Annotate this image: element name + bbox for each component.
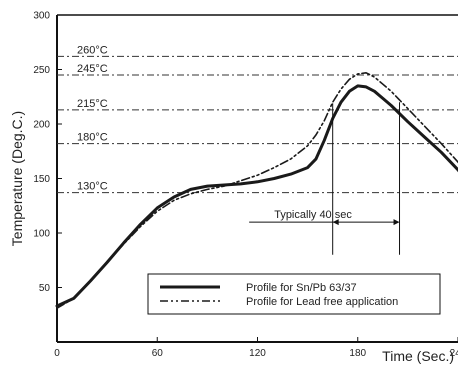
y-tick-label: 250 xyxy=(33,65,50,76)
x-tick-label: 120 xyxy=(249,348,266,359)
annotation-arrow-left xyxy=(332,219,339,226)
series-line-2 xyxy=(56,72,458,309)
reference-line-label: 245°C xyxy=(77,63,108,75)
x-tick-label: 0 xyxy=(54,348,60,359)
reference-line-label: 215°C xyxy=(77,98,108,110)
legend: Profile for Sn/Pb 63/37 Profile for Lead … xyxy=(147,273,441,315)
y-tick-label: 100 xyxy=(33,229,50,240)
reference-lines: 260°C 245°C 215°C 180°C 130°C xyxy=(57,44,458,194)
y-tick-label: 200 xyxy=(33,120,50,131)
series-lines xyxy=(55,72,458,309)
x-tick-label: 240 xyxy=(450,348,458,359)
y-axis-title: Temperature (Deg.C.) xyxy=(9,111,25,246)
legend-label-2: Profile for Lead free application xyxy=(246,296,398,308)
y-tick-label: 150 xyxy=(33,174,50,185)
series-line-1 xyxy=(55,84,458,308)
y-tick-label: 50 xyxy=(39,283,51,294)
reference-line-label: 130°C xyxy=(77,181,108,193)
reference-line-label: 180°C xyxy=(77,132,108,144)
legend-box xyxy=(147,273,441,315)
annotation: Typically 40 sec xyxy=(249,102,401,255)
y-tick-label: 300 xyxy=(33,11,50,22)
legend-label-1: Profile for Sn/Pb 63/37 xyxy=(246,282,357,294)
axis-ticks: 50 100 150 200 250 300 0 60 120 180 240 xyxy=(33,11,458,359)
x-tick-label: 60 xyxy=(152,348,164,359)
x-tick-label: 180 xyxy=(349,348,366,359)
annotation-label: Typically 40 sec xyxy=(274,209,352,221)
x-axis-title: Time (Sec.) xyxy=(382,348,454,364)
annotation-arrow-right xyxy=(393,219,400,226)
reference-line-label: 260°C xyxy=(77,44,108,56)
